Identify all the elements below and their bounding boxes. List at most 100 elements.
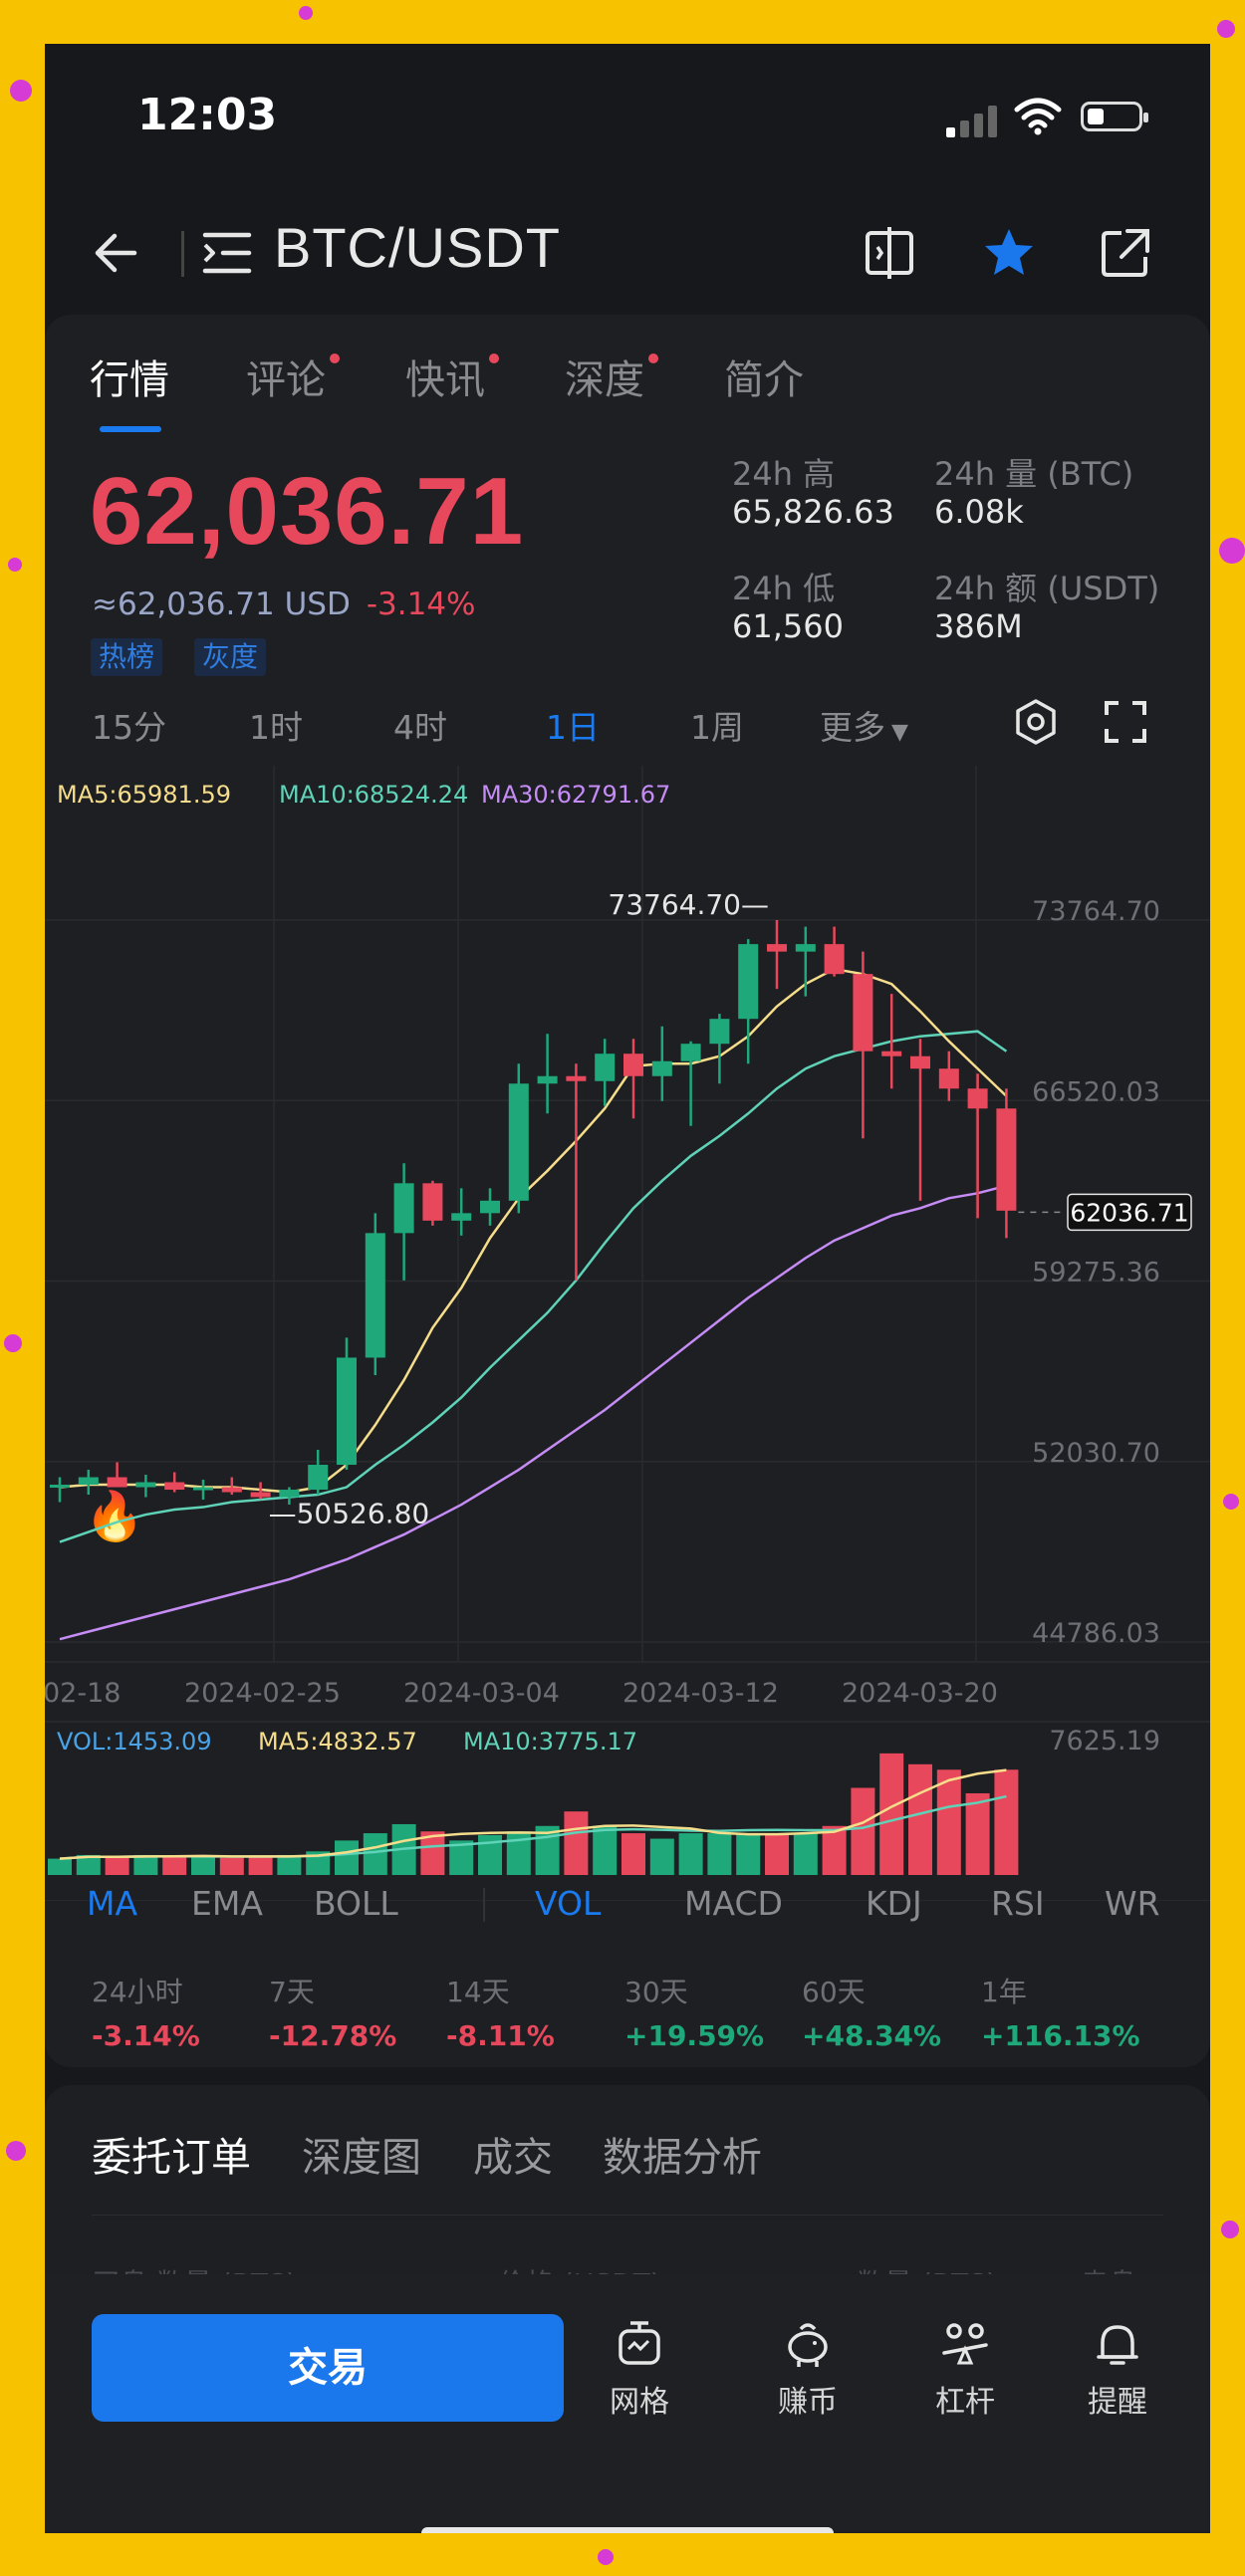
indicator-rsi[interactable]: RSI bbox=[991, 1884, 1045, 1923]
timeframe-1d[interactable]: 1日 bbox=[546, 708, 600, 747]
volume-bar bbox=[994, 1769, 1019, 1875]
ma5-legend: MA5:65981.59 bbox=[57, 781, 231, 809]
vol-max-tick: 7625.19 bbox=[1049, 1726, 1160, 1756]
candle-body bbox=[566, 1075, 587, 1081]
volume-bar bbox=[105, 1856, 129, 1875]
order-divider bbox=[92, 2215, 1163, 2216]
compare-icon[interactable] bbox=[860, 223, 919, 283]
volume-bar bbox=[851, 1787, 875, 1875]
volume-bar bbox=[76, 1854, 101, 1875]
tab-comments[interactable]: 评论 bbox=[246, 348, 340, 405]
tab-intro[interactable]: 简介 bbox=[724, 357, 804, 403]
candle-body bbox=[623, 1054, 643, 1076]
tab-depth[interactable]: 深度 bbox=[565, 348, 658, 405]
indicator-vol[interactable]: VOL bbox=[535, 1884, 602, 1923]
y-tick-label: 73764.70 bbox=[1032, 896, 1160, 927]
volume-bar bbox=[765, 1833, 789, 1875]
timeframe-1w[interactable]: 1周 bbox=[690, 708, 744, 747]
volume-label: 24h 量 (BTC) bbox=[934, 455, 1134, 493]
indicator-ma[interactable]: MA bbox=[87, 1884, 138, 1923]
indicator-ema[interactable]: EMA bbox=[191, 1884, 263, 1923]
trade-button[interactable]: 交易 bbox=[92, 2314, 564, 2422]
pair-list-icon[interactable] bbox=[199, 225, 255, 281]
piggy-bank-icon bbox=[788, 2323, 828, 2367]
perf-value-14d: -8.11% bbox=[446, 2019, 555, 2052]
indicator-boll[interactable]: BOLL bbox=[314, 1884, 398, 1923]
home-indicator bbox=[421, 2527, 834, 2533]
favorite-star-icon[interactable] bbox=[979, 223, 1039, 283]
candle-body bbox=[279, 1490, 300, 1498]
ma10-legend: MA10:68524.24 bbox=[279, 781, 468, 809]
candle-body bbox=[595, 1054, 616, 1081]
x-tick-label: 2024-03-20 bbox=[842, 1678, 998, 1709]
y-tick-label: 59275.36 bbox=[1032, 1258, 1160, 1288]
nav-divider bbox=[181, 231, 184, 277]
volume-bar bbox=[736, 1833, 761, 1875]
candle-body bbox=[308, 1465, 329, 1491]
signal-icon bbox=[946, 104, 1006, 137]
earn-button[interactable]: 赚币 bbox=[758, 2319, 858, 2421]
candle-body bbox=[480, 1200, 500, 1214]
timeframe-4h[interactable]: 4时 bbox=[393, 708, 447, 747]
tab-depth-chart[interactable]: 深度图 bbox=[302, 2135, 421, 2181]
candle-body bbox=[164, 1482, 185, 1491]
volume-bar bbox=[649, 1838, 674, 1875]
ma10-line bbox=[59, 1030, 1008, 1543]
perf-label-14d: 14天 bbox=[446, 1976, 510, 2008]
candle-body bbox=[50, 1485, 70, 1489]
tag-hot[interactable]: 热榜 bbox=[91, 638, 163, 676]
vol-ma5-legend: MA5:4832.57 bbox=[258, 1728, 417, 1756]
perf-label-24h: 24小时 bbox=[92, 1976, 183, 2008]
candle-body bbox=[853, 974, 873, 1052]
volume-bar bbox=[965, 1792, 990, 1875]
grid-bot-button[interactable]: 网格 bbox=[590, 2319, 689, 2421]
tab-data-analysis[interactable]: 数据分析 bbox=[603, 2135, 762, 2181]
kline-chart[interactable]: MA5:65981.59 MA10:68524.24 MA30:62791.67 73… bbox=[45, 766, 1210, 1901]
leverage-icon bbox=[942, 2323, 988, 2365]
candle-body bbox=[651, 1060, 672, 1076]
tab-news[interactable]: 快讯 bbox=[405, 348, 499, 405]
vol-legend: VOL:1453.09 bbox=[57, 1728, 212, 1756]
volume-bar bbox=[48, 1858, 72, 1875]
volume-bar bbox=[363, 1833, 387, 1875]
y-tick-label: 52030.70 bbox=[1032, 1438, 1160, 1469]
back-arrow-icon[interactable] bbox=[87, 223, 146, 283]
alert-label: 提醒 bbox=[1088, 2385, 1147, 2420]
alert-button[interactable]: 提醒 bbox=[1068, 2319, 1167, 2421]
candle-body bbox=[365, 1233, 385, 1358]
timeframe-more[interactable]: 更多 ▼ bbox=[820, 708, 908, 747]
fullscreen-icon[interactable] bbox=[1103, 699, 1148, 745]
trading-pair-title[interactable]: BTC/USDT bbox=[274, 216, 561, 279]
tab-market[interactable]: 行情 bbox=[90, 357, 169, 403]
share-icon[interactable] bbox=[1096, 223, 1155, 283]
timeframe-1h[interactable]: 1时 bbox=[249, 708, 303, 747]
volume-bar bbox=[822, 1825, 847, 1875]
candle-body bbox=[193, 1487, 213, 1491]
indicator-kdj[interactable]: KDJ bbox=[866, 1884, 922, 1923]
volume-bar bbox=[277, 1854, 302, 1875]
perf-value-60d: +48.34% bbox=[802, 2019, 942, 2052]
volume-bar bbox=[879, 1753, 904, 1875]
candle-body bbox=[738, 944, 759, 1020]
ma30-line bbox=[59, 1184, 1007, 1641]
tag-grayscale[interactable]: 灰度 bbox=[194, 638, 267, 676]
candle-body bbox=[537, 1075, 558, 1084]
candle-body bbox=[881, 1051, 902, 1056]
candle-body bbox=[78, 1477, 99, 1486]
max-price-label: 73764.70— bbox=[608, 888, 769, 921]
indicator-macd[interactable]: MACD bbox=[684, 1884, 783, 1923]
volume-bar bbox=[219, 1857, 244, 1875]
usd-equivalent: ≈62,036.71 USD -3.14% bbox=[92, 586, 476, 622]
chart-settings-icon[interactable] bbox=[1011, 697, 1061, 747]
indicator-wr[interactable]: WR bbox=[1105, 1884, 1160, 1923]
volume-bar bbox=[622, 1833, 645, 1875]
candle-body bbox=[135, 1482, 156, 1488]
tab-trades[interactable]: 成交 bbox=[473, 2135, 553, 2181]
grid-bot-label: 网格 bbox=[610, 2385, 669, 2420]
volume-bar bbox=[593, 1825, 618, 1875]
leverage-button[interactable]: 杠杆 bbox=[915, 2319, 1015, 2421]
tab-orders[interactable]: 委托订单 bbox=[92, 2135, 251, 2181]
candle-body bbox=[938, 1068, 959, 1089]
price-change: -3.14% bbox=[366, 586, 476, 622]
timeframe-15m[interactable]: 15分 bbox=[92, 708, 166, 747]
